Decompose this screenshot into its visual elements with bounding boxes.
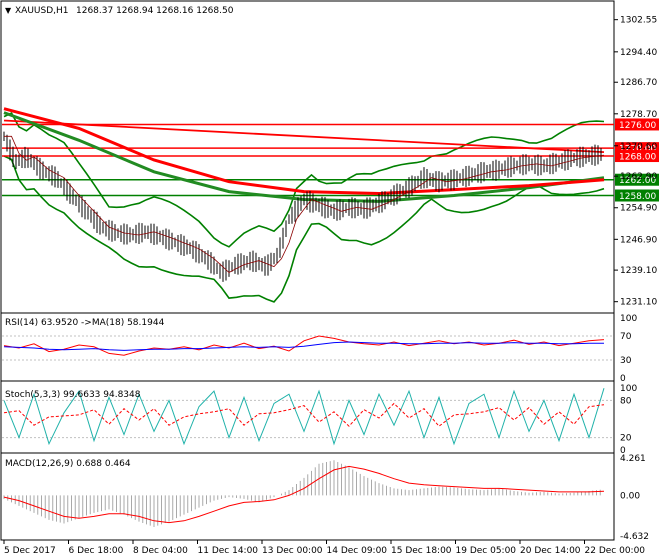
stoch-tick-label: 100: [620, 384, 637, 394]
time-tick-label: 11 Dec 14:00: [198, 546, 259, 556]
macd-label: MACD(12,26,9) 0.688 0.464: [5, 459, 131, 469]
time-tick-label: 5 Dec 2017: [4, 546, 56, 556]
price-tick-label: 1294.40: [620, 48, 657, 58]
price-tick-label: 1286.70: [620, 78, 657, 88]
level-label: 1258.00: [619, 192, 656, 202]
time-tick-label: 6 Dec 18:00: [69, 546, 124, 556]
price-tick-label: 1239.10: [620, 266, 657, 276]
chart-symbol: XAUUSD,H1: [15, 6, 69, 16]
rsi-ma-line: [3, 341, 604, 351]
rsi-tick-label: 30: [620, 356, 632, 366]
time-tick-label: 19 Dec 05:00: [456, 546, 517, 556]
macd-tick-label: 4.261: [620, 454, 646, 464]
level-tag: [615, 150, 659, 163]
stochastic-panel: [2, 388, 612, 446]
time-tick-label: 8 Dec 04:00: [133, 546, 188, 556]
price-tick-label: 1246.90: [620, 235, 657, 245]
price-tick-label: 1270.60: [620, 142, 657, 152]
stoch-signal-line: [3, 402, 605, 427]
dropdown-arrow-icon[interactable]: ▼: [5, 6, 12, 15]
price-tick-label: 1231.10: [620, 298, 657, 308]
stoch-tick-label: 80: [620, 396, 632, 406]
price-panel: [2, 107, 614, 303]
macd-tick-label: 0.00: [620, 491, 640, 501]
macd-panel: [3, 460, 605, 527]
fast-ma-line: [4, 135, 605, 273]
rsi-label: RSI(14) 63.9520 ->MA(18) 58.1944: [5, 318, 165, 328]
stoch-label: Stoch(5,3,3) 99.6633 94.8348: [5, 390, 141, 400]
rsi-line: [3, 335, 605, 356]
chart-frame: [0, 0, 615, 541]
level-label: 1268.00: [619, 153, 656, 163]
time-tick-label: 14 Dec 09:00: [327, 546, 388, 556]
level-label: 1270.00: [619, 145, 656, 155]
time-tick-label: 15 Dec 18:00: [391, 546, 452, 556]
stoch-tick-label: 20: [620, 434, 632, 444]
rsi-tick-label: 100: [620, 314, 637, 324]
level-tag: [615, 118, 659, 131]
level-label: 1276.00: [619, 121, 656, 131]
bollinger-lower-line: [3, 155, 605, 303]
level-tag: [615, 173, 659, 186]
macd-tick-label: -4.632: [620, 532, 649, 542]
macd-signal-line: [3, 465, 605, 524]
stoch-tick-label: 0: [620, 446, 626, 456]
time-tick-label: 20 Dec 14:00: [520, 546, 581, 556]
stoch-main-line: [3, 388, 605, 446]
rsi-tick-label: 70: [620, 332, 632, 342]
bollinger-upper-line: [3, 112, 605, 248]
trendline: [3, 119, 605, 153]
level-label: 1262.00: [619, 176, 656, 186]
price-tick-label: 1302.55: [620, 16, 657, 26]
level-tag: [615, 189, 659, 202]
chart-ohlc: 1268.37 1268.94 1268.16 1268.50: [76, 6, 234, 16]
rsi-panel: [2, 335, 612, 361]
price-tick-label: 1262.90: [620, 172, 657, 182]
time-tick-label: 13 Dec 00:00: [262, 546, 323, 556]
price-tick-label: 1278.70: [620, 110, 657, 120]
ma-slow-red: [3, 107, 605, 196]
price-tick-label: 1254.90: [620, 204, 657, 214]
rsi-tick-label: 0: [620, 374, 626, 384]
time-tick-label: 22 Dec 00:00: [585, 546, 646, 556]
